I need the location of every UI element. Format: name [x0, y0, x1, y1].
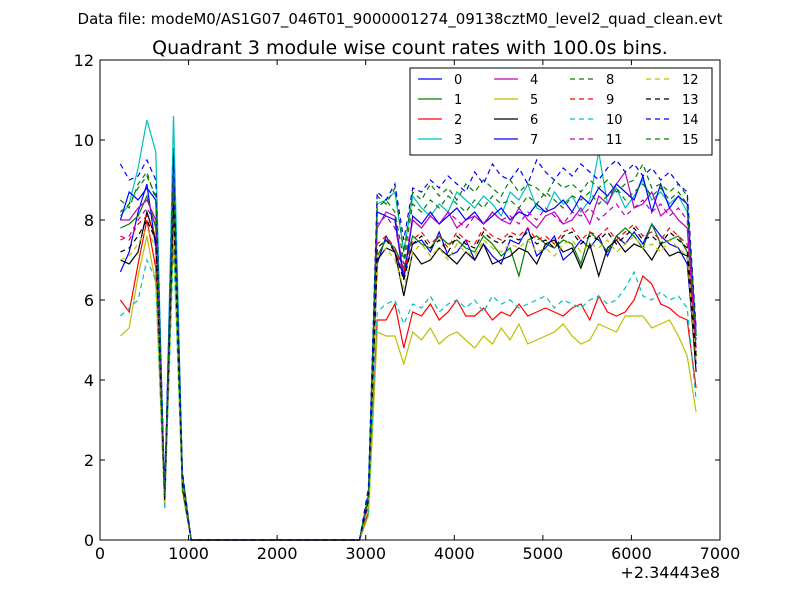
legend-label-5: 5 — [530, 93, 538, 108]
series-line-0 — [119, 147, 697, 541]
legend-label-11: 11 — [606, 133, 623, 148]
legend-label-2: 2 — [454, 113, 462, 128]
y-tick-label: 8 — [84, 211, 94, 230]
series-line-10 — [119, 243, 697, 541]
legend-label-9: 9 — [606, 93, 614, 108]
legend-label-12: 12 — [682, 73, 699, 88]
series-line-1 — [120, 179, 697, 541]
legend-label-1: 1 — [454, 93, 462, 108]
legend-label-8: 8 — [606, 73, 614, 88]
x-offset-label: +2.34443e8 — [620, 563, 720, 582]
x-tick-label: 3000 — [345, 544, 386, 563]
legend-label-4: 4 — [530, 73, 538, 88]
chart-title: Quadrant 3 module wise count rates with … — [152, 37, 668, 59]
series-line-12 — [120, 215, 697, 541]
series-line-11 — [120, 187, 697, 541]
x-tick-label: 4000 — [434, 544, 475, 563]
legend-label-6: 6 — [530, 113, 538, 128]
legend-label-0: 0 — [454, 73, 462, 88]
series-line-8 — [119, 162, 697, 541]
y-tick-label: 4 — [84, 371, 94, 390]
x-tick-label: 6000 — [611, 544, 652, 563]
legend-label-10: 10 — [606, 113, 623, 128]
x-tick-label: 0 — [95, 544, 105, 563]
plot-lines — [119, 115, 697, 541]
chart-supertitle: Data file: modeM0/AS1G07_046T01_90000012… — [78, 10, 723, 29]
y-tick-label: 12 — [74, 51, 94, 70]
series-line-13 — [120, 203, 697, 541]
legend-label-14: 14 — [682, 113, 699, 128]
y-tick-label: 10 — [74, 131, 94, 150]
legend-label-7: 7 — [530, 133, 538, 148]
x-tick-label: 7000 — [700, 544, 741, 563]
legend-label-15: 15 — [682, 133, 699, 148]
y-tick-label: 6 — [84, 291, 94, 310]
legend-box — [409, 67, 713, 156]
legend-label-3: 3 — [454, 133, 462, 148]
y-tick-label: 2 — [84, 451, 94, 470]
x-tick-label: 1000 — [168, 544, 209, 563]
y-tick-label: 0 — [84, 531, 94, 550]
legend-label-13: 13 — [682, 93, 699, 108]
series-line-5 — [119, 235, 697, 541]
x-tick-label: 5000 — [522, 544, 563, 563]
x-tick-label: 2000 — [257, 544, 298, 563]
